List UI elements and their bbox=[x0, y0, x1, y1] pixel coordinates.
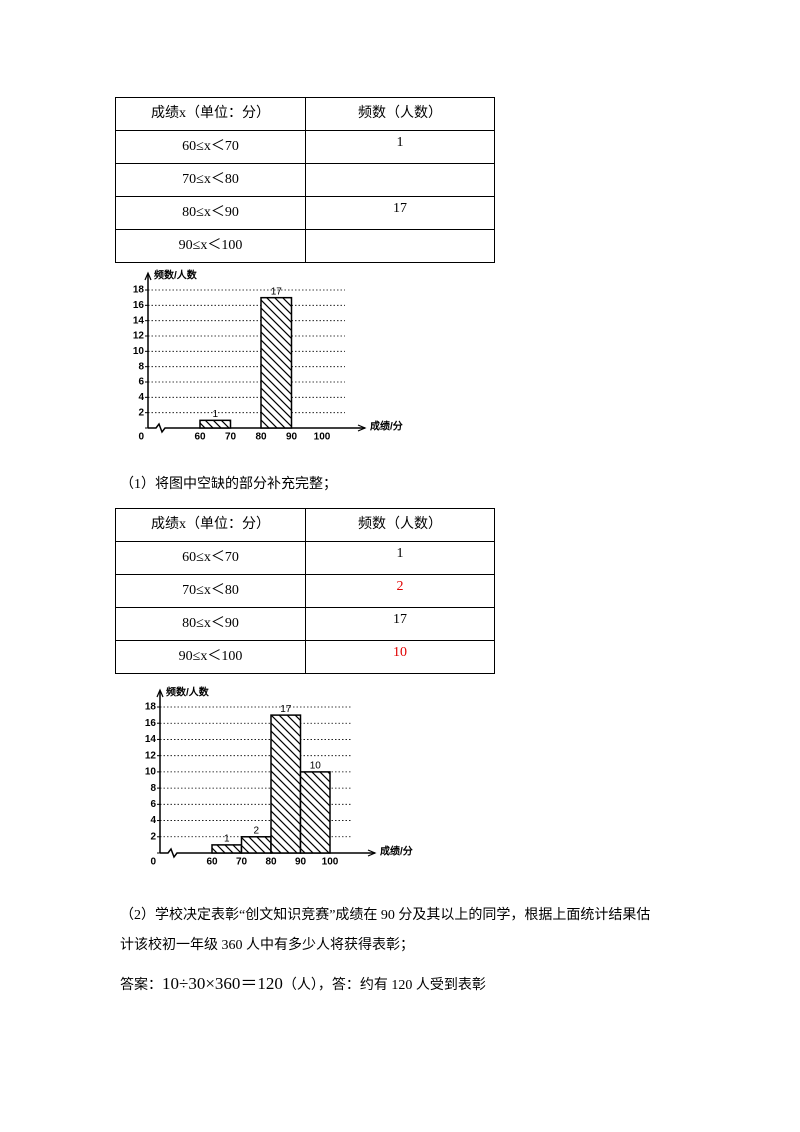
row: 90≤x＜100 10 bbox=[115, 640, 495, 674]
answer: 答案：10÷30×360＝120（人），答：约有 120 人受到表彰 bbox=[120, 969, 486, 994]
formula: 10÷30×360＝120 bbox=[162, 974, 283, 993]
y-tick-label: 10 bbox=[133, 346, 145, 357]
x-tick-label: 90 bbox=[286, 432, 298, 443]
cell: 80≤x＜90 bbox=[115, 607, 306, 641]
bar bbox=[260, 296, 293, 429]
value-label: 10 bbox=[310, 761, 322, 772]
y-tick-label: 14 bbox=[133, 315, 145, 326]
x-tick-label: 100 bbox=[314, 432, 331, 443]
cell: 80≤x＜90 bbox=[115, 196, 306, 230]
table: 成绩x（单位：分） 频数（人数） 60≤x＜70 1 70≤x＜80 2 80≤x＜90 17… bbox=[115, 508, 495, 674]
header-row: 成绩x（单位：分） 频数（人数） bbox=[115, 508, 495, 542]
question-line: （2）学校决定表彰“创文知识竞赛”成绩在 90 分及其以上的同学，根据上面统计结… bbox=[120, 908, 651, 923]
x-axis-title: 成绩/分 bbox=[370, 420, 403, 433]
cell: 90≤x＜100 bbox=[115, 229, 306, 263]
cell: 90≤x＜100 bbox=[115, 640, 306, 674]
bar bbox=[199, 419, 232, 429]
row: 90≤x＜100 bbox=[115, 229, 495, 263]
x-tick-label: 60 bbox=[206, 857, 218, 868]
y-tick-label: 2 bbox=[138, 407, 144, 418]
x-axis bbox=[160, 847, 375, 859]
value-label: 17 bbox=[271, 286, 283, 297]
header-row: 成绩x（单位：分） 频数（人数） bbox=[115, 97, 495, 131]
y-axis-title: 频数/人数 bbox=[154, 269, 198, 282]
cell: 60≤x＜70 bbox=[115, 541, 306, 575]
x-tick-label: 100 bbox=[322, 857, 339, 868]
cell: 70≤x＜80 bbox=[115, 574, 306, 608]
cell: 17 bbox=[305, 607, 495, 641]
cell: 1 bbox=[305, 541, 495, 575]
value-label: 17 bbox=[280, 704, 292, 715]
x-axis bbox=[148, 422, 365, 434]
answer-value: 2 bbox=[396, 579, 404, 594]
x-arrow bbox=[367, 849, 377, 857]
y-arrow bbox=[156, 688, 164, 698]
y-tick-label: 8 bbox=[150, 783, 156, 794]
value-label: 2 bbox=[253, 825, 259, 836]
bar bbox=[299, 771, 331, 854]
value-label: 1 bbox=[224, 834, 230, 845]
y-tick-label: 10 bbox=[145, 767, 157, 778]
y-tick-label: 4 bbox=[150, 815, 156, 826]
cell: 17 bbox=[305, 196, 495, 230]
x-arrow bbox=[357, 424, 367, 432]
y-tick-label: 18 bbox=[133, 285, 145, 296]
x-tick-label: 70 bbox=[225, 432, 237, 443]
row: 70≤x＜80 bbox=[115, 163, 495, 197]
y-tick-label: 4 bbox=[138, 392, 144, 403]
table: 成绩x（单位：分） 频数（人数） 60≤x＜70 1 70≤x＜80 80≤x＜90 17 9… bbox=[115, 97, 495, 263]
header-cell: 成绩x（单位：分） bbox=[115, 97, 306, 131]
cell: 10 bbox=[305, 640, 495, 674]
y-tick-label: 16 bbox=[133, 300, 145, 311]
y-tick-label: 8 bbox=[138, 361, 144, 372]
y-axis-title: 频数/人数 bbox=[166, 686, 210, 699]
cell: 60≤x＜70 bbox=[115, 130, 306, 164]
cell bbox=[305, 163, 495, 197]
row: 60≤x＜70 1 bbox=[115, 130, 495, 164]
bar bbox=[211, 844, 243, 854]
x-axis-title: 成绩/分 bbox=[380, 845, 413, 858]
y-tick-label: 18 bbox=[145, 702, 157, 713]
y-tick-label: 2 bbox=[150, 831, 156, 842]
cell: 1 bbox=[305, 130, 495, 164]
y-arrow bbox=[144, 271, 152, 281]
y-tick-label: 12 bbox=[133, 331, 145, 342]
answer-text: （人），答：约有 120 人受到表彰 bbox=[282, 978, 486, 993]
y-tick-label: 0 bbox=[138, 432, 144, 443]
x-tick-label: 80 bbox=[265, 857, 277, 868]
bar bbox=[270, 714, 302, 854]
answer-label: 答案： bbox=[120, 978, 162, 993]
row: 80≤x＜90 17 bbox=[115, 607, 495, 641]
x-tick-label: 80 bbox=[255, 432, 267, 443]
cell bbox=[305, 229, 495, 263]
y-tick-label: 12 bbox=[145, 750, 157, 761]
question-line: 计该校初一年级 360 人中有多少人将获得表彰； bbox=[120, 938, 414, 953]
x-tick-label: 90 bbox=[295, 857, 307, 868]
y-tick-label: 6 bbox=[138, 377, 144, 388]
row: 70≤x＜80 2 bbox=[115, 574, 495, 608]
answer-value: 10 bbox=[393, 645, 407, 660]
value-label: 1 bbox=[212, 409, 218, 420]
y-tick-label: 6 bbox=[150, 799, 156, 810]
header-cell: 成绩x（单位：分） bbox=[115, 508, 306, 542]
header-cell: 频数（人数） bbox=[305, 508, 495, 542]
y-tick-label: 16 bbox=[145, 718, 157, 729]
question: （1）将图中空缺的部分补充完整； bbox=[120, 477, 337, 492]
y-tick-label: 14 bbox=[145, 734, 157, 745]
row: 80≤x＜90 17 bbox=[115, 196, 495, 230]
bar bbox=[240, 836, 272, 854]
cell: 2 bbox=[305, 574, 495, 608]
header-cell: 频数（人数） bbox=[305, 97, 495, 131]
x-tick-label: 60 bbox=[194, 432, 206, 443]
cell: 70≤x＜80 bbox=[115, 163, 306, 197]
row: 60≤x＜70 1 bbox=[115, 541, 495, 575]
y-tick-label: 0 bbox=[150, 857, 156, 868]
x-tick-label: 70 bbox=[236, 857, 248, 868]
